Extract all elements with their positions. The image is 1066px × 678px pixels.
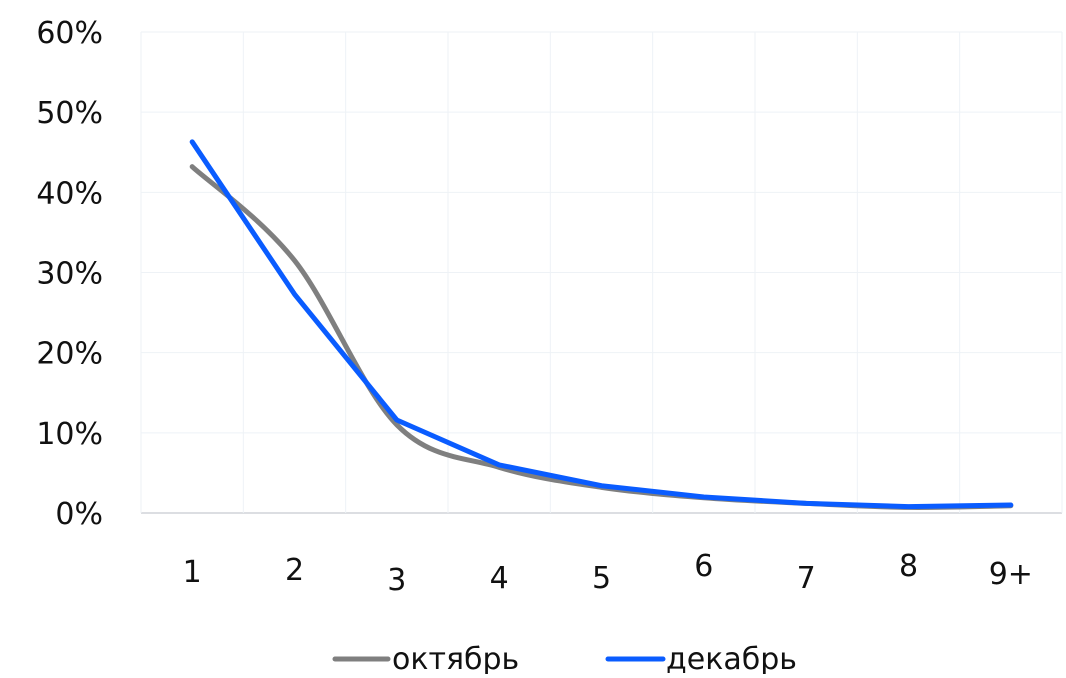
- series-line-2: [189, 139, 1014, 510]
- x-tick-label: 7: [797, 561, 816, 596]
- legend-label: октябрь: [392, 642, 519, 674]
- y-tick-label: 60%: [36, 16, 103, 51]
- x-tick-label: 1: [183, 555, 202, 590]
- y-tick-label: 30%: [36, 257, 103, 292]
- series-line-1: [189, 164, 1014, 510]
- y-axis-ticks: 0% 10% 20% 30% 40% 50% 60%: [36, 16, 103, 532]
- series-lines: [189, 139, 1014, 510]
- y-tick-label: 50%: [36, 96, 103, 131]
- legend: октябрь декабрь: [332, 642, 797, 677]
- y-tick-label: 0%: [55, 497, 103, 532]
- x-tick-label: 8: [899, 549, 918, 584]
- x-tick-label: 4: [490, 561, 509, 596]
- y-tick-label: 20%: [36, 337, 103, 372]
- x-tick-label: 9+: [989, 557, 1033, 592]
- x-tick-label: 5: [592, 561, 611, 596]
- grid: [140, 31, 1063, 514]
- y-tick-label: 10%: [36, 417, 103, 452]
- x-axis-ticks: 1 2 3 4 5 6 7 8 9+: [183, 549, 1033, 598]
- x-tick-label: 2: [285, 553, 304, 588]
- x-tick-label: 3: [387, 563, 406, 598]
- x-tick-label: 6: [694, 549, 713, 584]
- y-tick-label: 40%: [36, 176, 103, 211]
- legend-label: декабрь: [666, 642, 797, 674]
